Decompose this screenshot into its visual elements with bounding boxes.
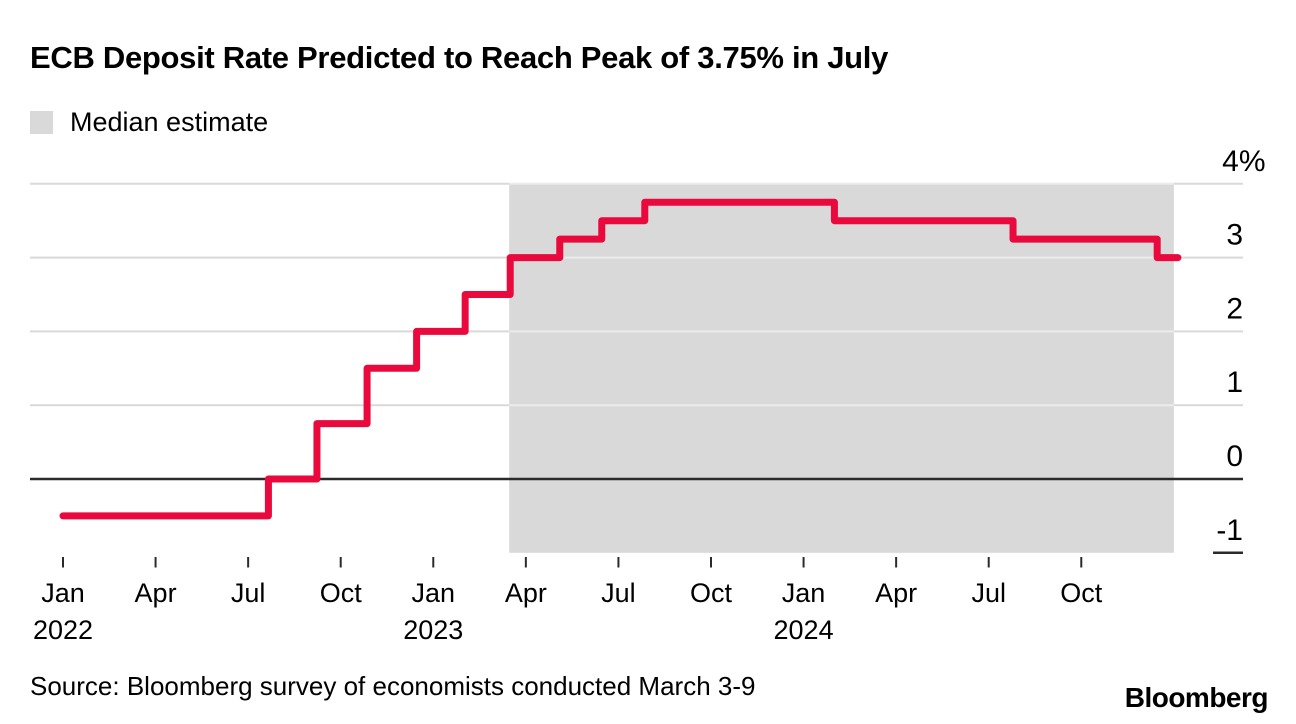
rate-step-line: [59, 198, 1182, 520]
x-tick-label: Jul: [601, 578, 636, 608]
forecast-region: [509, 183, 1174, 553]
x-tick-label: Oct: [690, 578, 733, 608]
y-tick-label: 3: [1226, 219, 1243, 252]
x-tick-label: Apr: [875, 578, 917, 608]
x-tick-label: Jul: [231, 578, 266, 608]
legend-label: Median estimate: [70, 107, 269, 137]
x-axis-year-label: 2024: [774, 615, 834, 645]
x-tick-label: Jan: [41, 578, 85, 608]
x-tick-label: Oct: [1060, 578, 1103, 608]
x-tick-label: Jul: [971, 578, 1006, 608]
y-tick-label: 0: [1226, 440, 1243, 473]
page-title: ECB Deposit Rate Predicted to Reach Peak…: [30, 40, 889, 75]
x-tick-label: Jan: [782, 578, 826, 608]
x-tick-label: Jan: [412, 578, 456, 608]
y-tick-label: -1: [1216, 514, 1243, 547]
x-tick-label: Oct: [320, 578, 363, 608]
source-note: Source: Bloomberg survey of economists c…: [30, 671, 756, 701]
x-axis-year-label: 2022: [33, 615, 93, 645]
y-tick-label: 2: [1226, 292, 1243, 325]
y-tick-label: 1: [1226, 366, 1243, 399]
y-tick-label: 4%: [1222, 145, 1265, 178]
bloomberg-logo: Bloomberg: [1124, 682, 1269, 713]
x-axis-year-label: 2023: [403, 615, 463, 645]
legend-swatch-median-estimate: [30, 111, 53, 134]
x-tick-label: Apr: [135, 578, 177, 608]
legend: Median estimate: [30, 107, 268, 138]
x-tick-label: Apr: [505, 578, 547, 608]
